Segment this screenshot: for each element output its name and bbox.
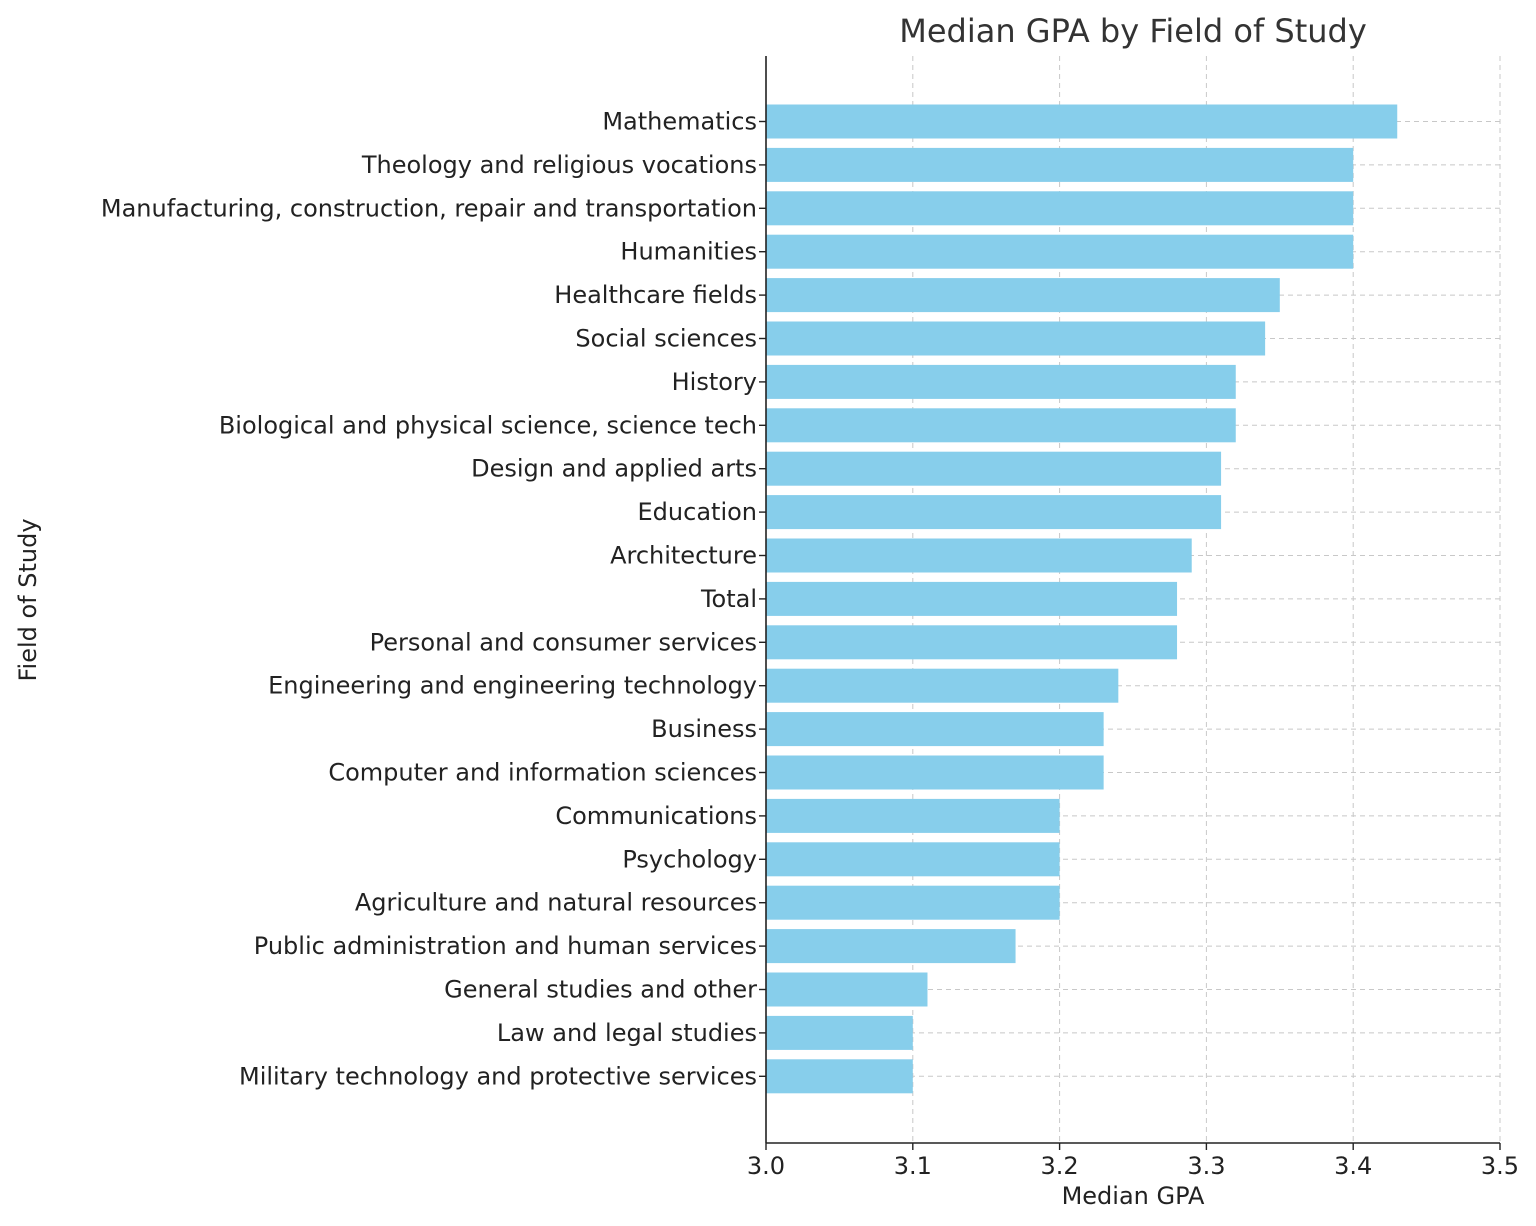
y-tick-label: Mathematics [602, 108, 757, 136]
bar [766, 581, 1178, 616]
y-tick-label: Theology and religious vocations [361, 151, 757, 179]
bar [766, 191, 1354, 226]
y-tick-label: Law and legal studies [497, 1019, 757, 1047]
x-axis-label: Median GPA [1062, 1182, 1205, 1210]
bar [766, 1015, 913, 1050]
y-tick-label: Personal and consumer services [370, 628, 757, 656]
x-tick-label: 3.4 [1334, 1152, 1372, 1180]
y-tick-label: Business [651, 715, 757, 743]
y-tick-label: Education [638, 498, 757, 526]
bar [766, 929, 1016, 964]
y-tick-label: History [672, 368, 757, 396]
axis-layer [759, 56, 1501, 1150]
bar [766, 538, 1192, 573]
bar [766, 104, 1398, 139]
bar [766, 495, 1222, 530]
y-tick-label: Design and applied arts [471, 455, 757, 483]
y-tick-label: Engineering and engineering technology [268, 672, 757, 700]
y-tick-label: Psychology [622, 845, 757, 873]
bar [766, 625, 1178, 660]
y-tick-label: Public administration and human services [254, 932, 757, 960]
y-tick-label: Manufacturing, construction, repair and … [101, 194, 757, 222]
bar [766, 1059, 913, 1094]
x-tick-label: 3.3 [1187, 1152, 1225, 1180]
y-tick-label: Agriculture and natural resources [355, 889, 757, 917]
bar [766, 408, 1236, 443]
y-tick-label: Total [700, 585, 757, 613]
bar [766, 712, 1104, 747]
label-layer: 3.0 3.1 3.2 3.3 3.4 3.5 Mathematics Theology an… [101, 108, 1519, 1181]
y-tick-label: Communications [555, 802, 757, 830]
y-tick-label: Biological and physical science, science… [219, 411, 757, 439]
bar [766, 451, 1222, 486]
bar-layer [766, 104, 1398, 1094]
bar [766, 885, 1060, 920]
x-tick-label: 3.0 [747, 1152, 785, 1180]
bar [766, 842, 1060, 877]
y-tick-label: Social sciences [575, 325, 757, 353]
bar [766, 147, 1354, 182]
bar [766, 798, 1060, 833]
y-tick-label: Military technology and protective servi… [239, 1062, 757, 1090]
bar [766, 234, 1354, 269]
bar [766, 972, 928, 1007]
bar [766, 364, 1236, 399]
x-tick-label: 3.5 [1481, 1152, 1519, 1180]
y-tick-label: Computer and information sciences [328, 759, 757, 787]
bar [766, 755, 1104, 790]
y-tick-label: Humanities [620, 238, 757, 266]
y-axis-label: Field of Study [14, 518, 42, 681]
bar [766, 321, 1266, 356]
y-tick-label: Healthcare fields [554, 281, 757, 309]
x-tick-label: 3.2 [1041, 1152, 1079, 1180]
bar [766, 668, 1119, 703]
x-tick-label: 3.1 [894, 1152, 932, 1180]
y-tick-label: General studies and other [444, 976, 757, 1004]
chart-title: Median GPA by Field of Study [899, 12, 1367, 50]
y-tick-label: Architecture [610, 542, 757, 570]
bar [766, 278, 1280, 313]
